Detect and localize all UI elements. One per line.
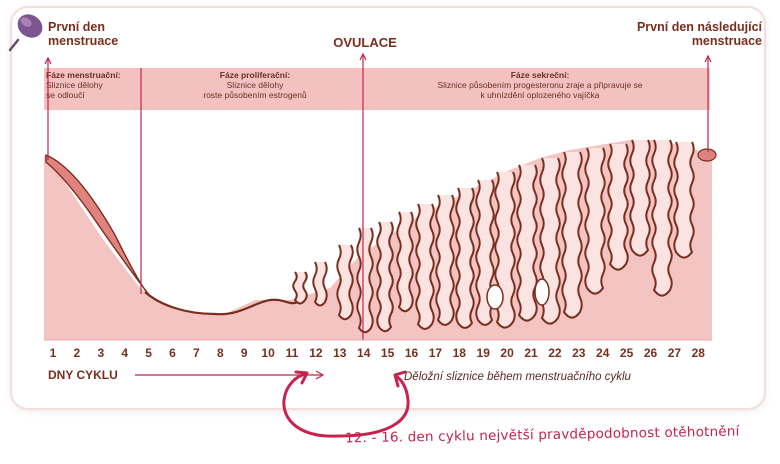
- day-tick-18: 18: [453, 346, 467, 360]
- gland-2: [312, 261, 328, 307]
- phase-secretory-title: Fáze sekreční:: [510, 70, 570, 80]
- day-tick-14: 14: [357, 346, 371, 360]
- day-tick-15: 15: [381, 346, 395, 360]
- next-first-day-label: První den následující menstruace: [637, 20, 762, 48]
- day-tick-27: 27: [668, 346, 682, 360]
- first-day-label: První den menstruace: [48, 20, 118, 48]
- day-tick-28: 28: [692, 346, 706, 360]
- gland-19: [673, 141, 695, 259]
- day-tick-10: 10: [261, 346, 275, 360]
- first-day-line1: První den: [48, 20, 105, 34]
- gland-6: [396, 211, 414, 313]
- gland-4: [356, 227, 374, 334]
- phase-secretory-line2: k uhnízdění oplozeného vajíčka: [480, 90, 600, 100]
- day-tick-20: 20: [500, 346, 514, 360]
- day-tick-1: 1: [50, 346, 57, 360]
- endometrium-surface: [144, 291, 301, 316]
- day-tick-3: 3: [97, 346, 104, 360]
- diagram-caption: Děložní sliznice během menstruačního cyk…: [404, 371, 631, 383]
- phase-proliferative-line2: roste působením estrogenů: [203, 90, 307, 100]
- gland-12: [516, 164, 538, 322]
- gland-1: [292, 271, 308, 305]
- gland-5: [376, 221, 394, 333]
- first-day-line2: menstruace: [48, 34, 119, 48]
- gland-14: [561, 151, 583, 319]
- day-tick-6: 6: [169, 346, 176, 360]
- day-tick-2: 2: [74, 346, 81, 360]
- pushpin-icon: [8, 14, 43, 52]
- vacuole-1: [486, 284, 504, 310]
- phase-proliferative-title: Fáze proliferační:: [219, 70, 291, 80]
- next-first-day-line1: První den následující: [636, 20, 762, 34]
- gland-7: [415, 203, 435, 330]
- next-first-day-line2: menstruace: [691, 34, 762, 48]
- phase-menstrual-title: Fáze menstruační:: [46, 70, 121, 80]
- day-tick-7: 7: [193, 346, 200, 360]
- fertile-arrow-left: [282, 372, 340, 438]
- gland-18: [651, 139, 673, 297]
- day-tick-19: 19: [477, 346, 491, 360]
- gland-9: [455, 187, 475, 329]
- day-tick-23: 23: [572, 346, 586, 360]
- day-tick-26: 26: [644, 346, 658, 360]
- days-axis-title: DNY CYKLU: [48, 368, 118, 382]
- day-tick-12: 12: [309, 346, 323, 360]
- vacuole-2: [534, 278, 550, 306]
- day-tick-22: 22: [548, 346, 562, 360]
- marker-first-day-arrowhead: [44, 56, 52, 65]
- phase-proliferative-line1: Sliznice dělohy: [226, 80, 284, 90]
- phase-menstrual-line1: Sliznice dělohy: [46, 80, 103, 90]
- day-tick-8: 8: [217, 346, 224, 360]
- day-tick-21: 21: [524, 346, 538, 360]
- gland-16: [607, 143, 629, 271]
- day-tick-17: 17: [429, 346, 443, 360]
- phase-secretory-line1: Sliznice působením progesteronu zraje a …: [437, 80, 643, 90]
- phase-menstrual: Fáze menstruační: Sliznice dělohy se odl…: [46, 70, 146, 100]
- gland-17: [629, 139, 651, 257]
- fertile-arrow-left-head: [294, 370, 309, 385]
- day-tick-25: 25: [620, 346, 634, 360]
- gland-3: [336, 244, 354, 321]
- day-tick-13: 13: [333, 346, 347, 360]
- fertile-arrow-right: [336, 374, 410, 438]
- ovulation-label: OVULACE: [333, 35, 397, 50]
- phase-band: [44, 68, 710, 110]
- day-tick-24: 24: [596, 346, 610, 360]
- day-tick-5: 5: [145, 346, 152, 360]
- phase-secretory: Fáze sekreční: Sliznice působením proges…: [380, 70, 700, 100]
- day-tick-4: 4: [121, 346, 128, 360]
- day-tick-16: 16: [405, 346, 419, 360]
- marker-ovulation-arrowhead: [359, 52, 367, 61]
- gland-8: [435, 194, 455, 326]
- marker-next-first-day-arrowhead: [704, 54, 712, 63]
- next-menstruation-blob: [697, 148, 717, 162]
- phase-proliferative: Fáze proliferační: Sliznice dělohy roste…: [180, 70, 330, 100]
- phase-menstrual-line2: se odloučí: [46, 90, 85, 100]
- days-axis-arrowhead: [315, 370, 325, 380]
- fertile-arrow-right-head: [393, 370, 407, 388]
- gland-15: [584, 147, 606, 295]
- day-tick-9: 9: [241, 346, 248, 360]
- day-tick-11: 11: [286, 346, 299, 360]
